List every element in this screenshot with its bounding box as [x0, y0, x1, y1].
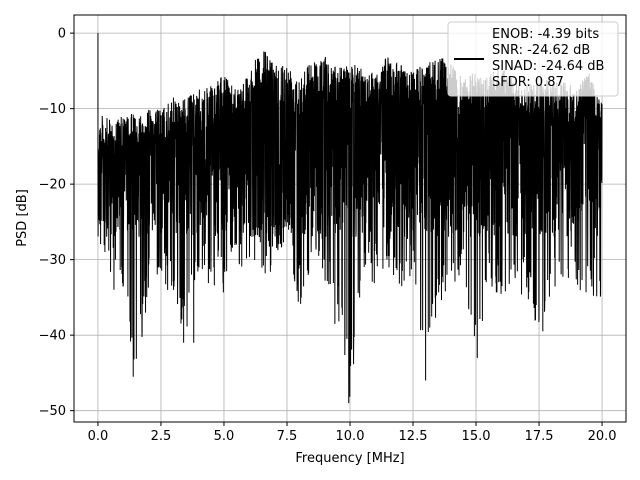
x-tick-label: 10.0	[336, 429, 365, 444]
y-tick-label: 0	[58, 27, 66, 42]
x-axis: 0.0 2.5 5.0 7.5 10.0 12.5 15.0 17.5 20.0	[88, 422, 617, 444]
x-tick-label: 20.0	[588, 429, 617, 444]
x-tick-label: 15.0	[462, 429, 491, 444]
y-tick-label: −50	[39, 404, 66, 419]
legend-box	[447, 21, 619, 97]
y-tick-label: −10	[39, 102, 66, 117]
x-tick-label: 17.5	[525, 429, 554, 444]
x-tick-label: 2.5	[151, 429, 172, 444]
legend-entry-line-4: SFDR: 0.87	[492, 75, 564, 90]
y-tick-label: −40	[39, 329, 66, 344]
x-tick-label: 12.5	[399, 429, 428, 444]
legend-entry-line-3: SINAD: -24.64 dB	[492, 59, 604, 74]
y-axis: 0 −10 −20 −30 −40 −50	[39, 27, 74, 419]
plot-area	[97, 33, 603, 404]
psd-series-line	[97, 33, 603, 404]
legend-entry-line-2: SNR: -24.62 dB	[492, 43, 590, 58]
x-tick-label: 7.5	[277, 429, 298, 444]
legend: ENOB: -4.39 bits SNR: -24.62 dB SINAD: -…	[447, 21, 619, 97]
legend-entry-line-1: ENOB: -4.39 bits	[492, 27, 599, 42]
y-tick-label: −20	[39, 178, 66, 193]
y-axis-label: PSD [dB]	[15, 189, 30, 247]
x-tick-label: 0.0	[88, 429, 109, 444]
y-tick-label: −30	[39, 253, 66, 268]
x-tick-label: 5.0	[214, 429, 235, 444]
x-axis-label: Frequency [MHz]	[295, 451, 404, 466]
